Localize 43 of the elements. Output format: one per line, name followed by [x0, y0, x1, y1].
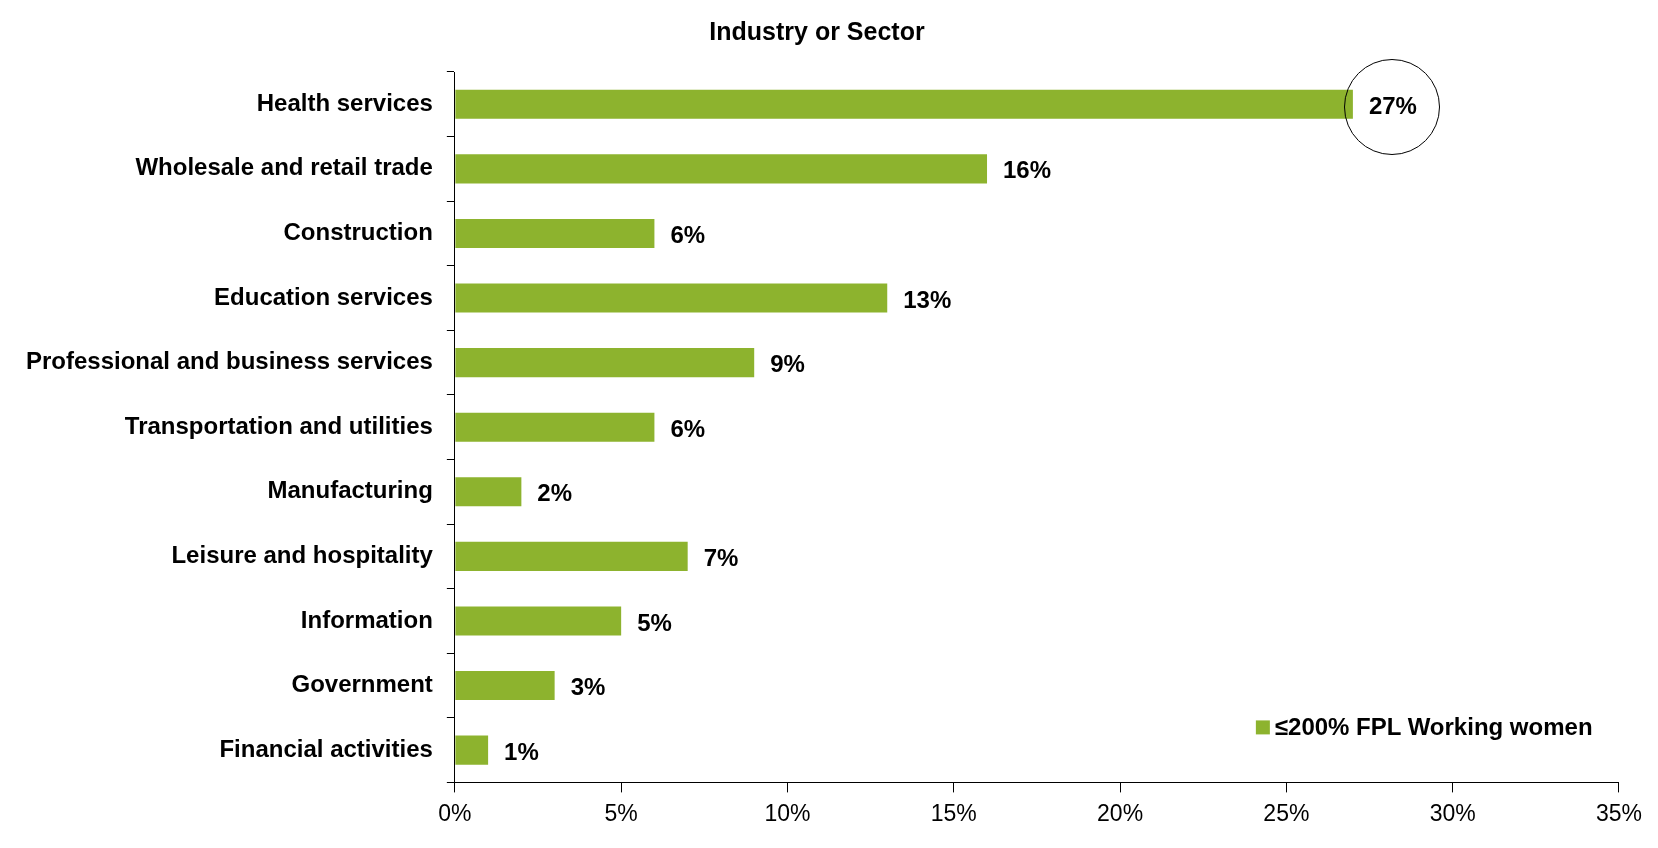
y-tick-label: Leisure and hospitality — [171, 540, 434, 568]
x-tick-label: 10% — [764, 799, 811, 826]
data-label: 3% — [570, 673, 606, 701]
y-tick-label: Transportation and utilities — [124, 411, 433, 439]
data-label: 6% — [670, 414, 706, 442]
y-tick-label: Financial activities — [219, 734, 433, 762]
data-label: 13% — [903, 285, 952, 313]
y-tick-label: Information — [300, 605, 433, 633]
data-label: 7% — [703, 543, 739, 571]
x-tick-label: 30% — [1429, 799, 1476, 826]
bar — [455, 218, 655, 248]
y-tick-label: Professional and business services — [25, 347, 433, 375]
y-tick-label: Education services — [214, 282, 433, 310]
bar — [455, 283, 888, 313]
bar — [455, 541, 688, 571]
x-tick-label: 25% — [1263, 799, 1310, 826]
y-tick-label: Manufacturing — [267, 476, 433, 504]
data-label: 2% — [537, 479, 573, 507]
bar — [455, 671, 555, 701]
legend-label: ≤200% FPL Working women — [1274, 713, 1593, 741]
y-tick-label: Health services — [256, 88, 433, 116]
data-label: 27% — [1368, 91, 1417, 119]
data-label: 5% — [637, 608, 672, 636]
bar — [455, 477, 522, 507]
y-tick-label: Construction — [283, 218, 433, 246]
x-tick-label: 5% — [604, 799, 638, 826]
bar — [455, 154, 988, 184]
bar — [455, 606, 622, 636]
data-label: 9% — [770, 350, 805, 378]
x-tick-label: 0% — [438, 799, 472, 826]
bar — [455, 89, 1353, 119]
x-tick-label: 35% — [1595, 799, 1643, 826]
chart-title: Industry or Sector — [709, 16, 925, 45]
bar — [455, 735, 489, 765]
x-tick-label: 20% — [1097, 799, 1144, 826]
y-tick-label: Wholesale and retail trade — [135, 153, 433, 181]
data-label: 16% — [1003, 156, 1052, 184]
data-label: 6% — [670, 221, 706, 249]
y-tick-label: Government — [291, 670, 433, 698]
bar — [455, 412, 655, 442]
x-tick-label: 15% — [930, 799, 977, 826]
data-label: 1% — [504, 737, 539, 765]
bar — [455, 348, 755, 378]
